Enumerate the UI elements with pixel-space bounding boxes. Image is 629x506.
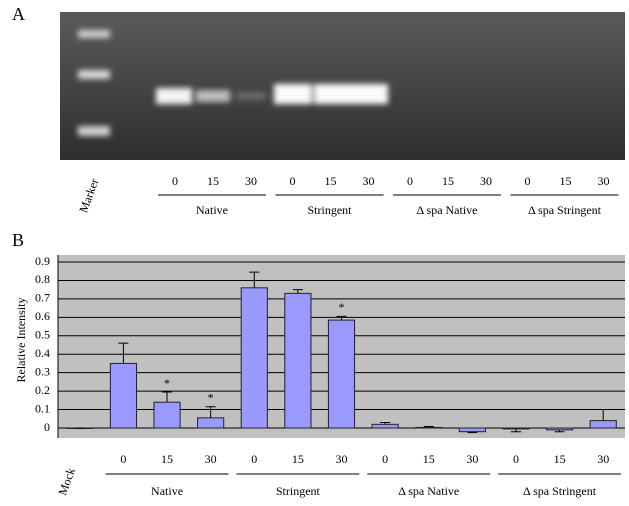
x-tick-label: 0 bbox=[120, 452, 126, 466]
significance-mark: * bbox=[208, 391, 214, 405]
bar bbox=[284, 292, 312, 429]
x-tick-label: 15 bbox=[161, 452, 173, 466]
group-label: Stringent bbox=[276, 484, 321, 498]
lane-label: 0 bbox=[525, 174, 531, 188]
x-tick-label: 30 bbox=[336, 452, 348, 466]
error-bar bbox=[249, 271, 260, 288]
y-tick-label: 0.6 bbox=[35, 309, 50, 323]
x-tick-label: 30 bbox=[597, 452, 609, 466]
y-tick-label: 0.7 bbox=[35, 291, 50, 305]
bar bbox=[415, 426, 443, 429]
bar bbox=[240, 287, 268, 429]
lane-label: 30 bbox=[598, 174, 610, 188]
bar bbox=[153, 401, 181, 429]
y-tick-label: 0.4 bbox=[35, 346, 50, 360]
y-tick-label: 0 bbox=[44, 420, 50, 434]
gel-bands bbox=[78, 30, 388, 136]
error-bar bbox=[510, 428, 521, 433]
lane-label: 30 bbox=[245, 174, 257, 188]
bar bbox=[589, 420, 617, 429]
error-bar bbox=[336, 315, 347, 321]
lane-label: 15 bbox=[325, 174, 337, 188]
error-bar bbox=[118, 342, 129, 364]
significance-mark: * bbox=[164, 376, 170, 390]
bar bbox=[371, 423, 399, 429]
lane-label: 30 bbox=[480, 174, 492, 188]
error-bar bbox=[205, 406, 216, 418]
panel-label: A bbox=[12, 4, 25, 24]
lane-label: 0 bbox=[172, 174, 178, 188]
error-bar bbox=[423, 426, 434, 428]
x-tick-label: 15 bbox=[554, 452, 566, 466]
x-tick-label: 30 bbox=[205, 452, 217, 466]
significance-mark: * bbox=[339, 300, 345, 314]
lane-label: 15 bbox=[442, 174, 454, 188]
x-tick-label: 15 bbox=[423, 452, 435, 466]
panel-label: B bbox=[12, 230, 24, 250]
error-bar bbox=[467, 431, 478, 434]
bar bbox=[109, 362, 138, 429]
y-axis-label: Relative Intensity bbox=[14, 298, 28, 383]
error-bar bbox=[162, 391, 173, 403]
y-tick-label: 0.3 bbox=[35, 364, 50, 378]
bar bbox=[545, 427, 574, 431]
group-label: Stringent bbox=[308, 203, 353, 217]
lane-label: 15 bbox=[207, 174, 219, 188]
group-label: Δ spa Native bbox=[398, 484, 459, 498]
x-tick-label: 0 bbox=[251, 452, 257, 466]
bar bbox=[327, 319, 356, 429]
x-tick-label: 15 bbox=[292, 452, 304, 466]
group-label: Δ spa Stringent bbox=[523, 484, 597, 498]
lane-label: 30 bbox=[363, 174, 375, 188]
y-tick-label: 0.5 bbox=[35, 328, 50, 342]
lane-label: 15 bbox=[560, 174, 572, 188]
bar bbox=[458, 427, 486, 433]
error-bar bbox=[554, 429, 565, 433]
y-tick-label: 0.2 bbox=[35, 383, 50, 397]
y-tick-label: 0.9 bbox=[35, 254, 50, 268]
x-tick-label: 30 bbox=[466, 452, 478, 466]
x-tick-label: 0 bbox=[513, 452, 519, 466]
x-tick-label: Mock bbox=[55, 466, 78, 497]
group-label: Δ spa Native bbox=[416, 203, 477, 217]
error-bar bbox=[598, 409, 609, 421]
lane-label: 0 bbox=[407, 174, 413, 188]
group-label: Native bbox=[196, 203, 228, 217]
group-label: Native bbox=[151, 484, 183, 498]
marker-label: Marker bbox=[76, 177, 101, 215]
error-bar bbox=[292, 289, 303, 294]
x-tick-label: 0 bbox=[382, 452, 388, 466]
error-bar bbox=[380, 421, 391, 425]
bar bbox=[197, 417, 225, 429]
y-tick-label: 0.8 bbox=[35, 272, 50, 286]
bar bbox=[502, 427, 530, 430]
y-tick-label: 0.1 bbox=[35, 401, 50, 415]
group-label: Δ spa Stringent bbox=[528, 203, 602, 217]
lane-label: 0 bbox=[290, 174, 296, 188]
